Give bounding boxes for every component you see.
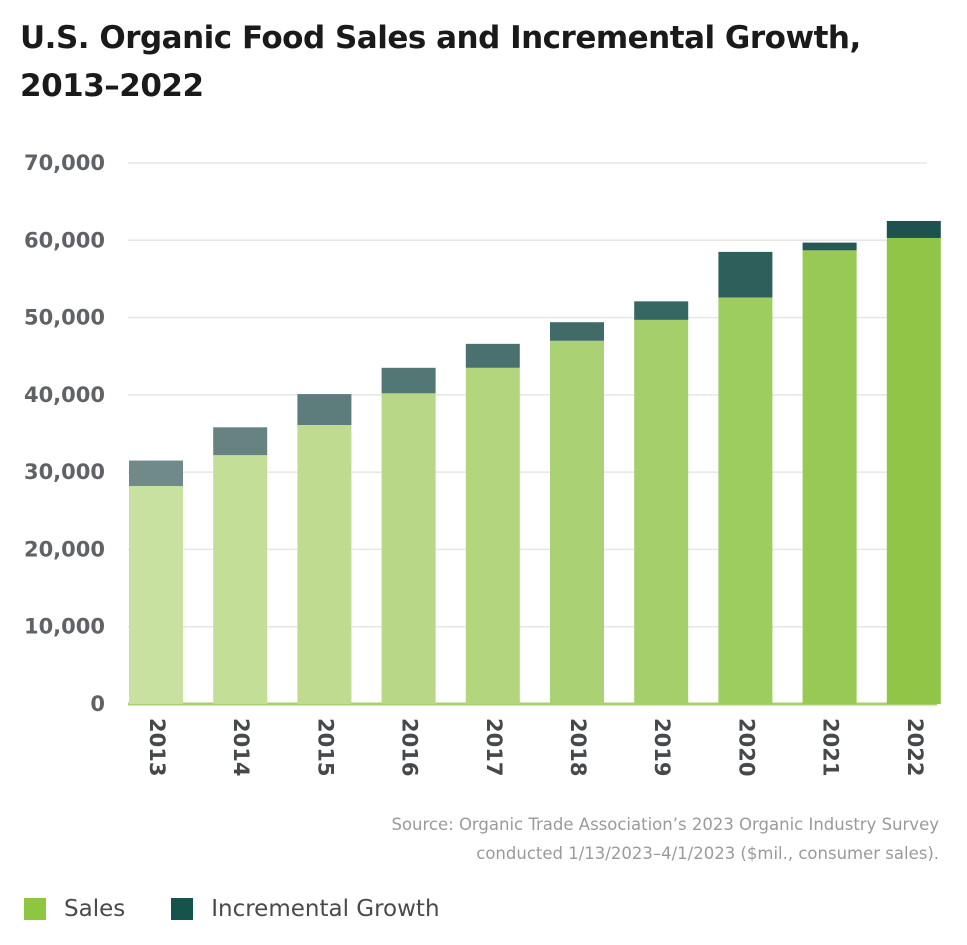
- legend: Sales Incremental Growth: [24, 896, 486, 922]
- chart-title-line-1: U.S. Organic Food Sales and Incremental …: [20, 20, 861, 56]
- x-tick-label-2013: 2013: [145, 718, 169, 776]
- x-tick-label-2022: 2022: [903, 718, 927, 776]
- x-tick-label-2014: 2014: [229, 718, 253, 776]
- bar-sales-2020: [718, 297, 773, 704]
- bar-sales-2021: [802, 250, 857, 704]
- bar-sales-2014: [213, 455, 268, 704]
- bar-sales-2017: [465, 367, 520, 704]
- bars: [129, 220, 941, 704]
- bar-growth-2017: [465, 343, 520, 368]
- bar-growth-2014: [213, 427, 268, 456]
- x-tick-label-2016: 2016: [398, 718, 422, 776]
- bar-sales-2013: [129, 486, 183, 704]
- x-tick-label-2015: 2015: [313, 718, 337, 776]
- bar-sales-2018: [550, 340, 604, 704]
- y-tick-label-2: 50,000: [24, 306, 105, 330]
- y-tick-label-1: 60,000: [24, 228, 105, 252]
- chart-title: U.S. Organic Food Sales and Incremental …: [20, 14, 920, 110]
- legend-label-sales: Sales: [64, 896, 126, 922]
- bar-sales-2016: [381, 393, 436, 704]
- source-line-1: Source: Organic Trade Association’s 2023…: [391, 815, 939, 834]
- y-axis-ticks: 70,000 60,000 50,000 40,000 30,000 20,000 10,0…: [24, 151, 105, 716]
- bar-growth-2013: [129, 460, 183, 487]
- bar-growth-2019: [634, 301, 689, 320]
- y-tick-label-5: 20,000: [24, 537, 105, 561]
- bar-growth-2015: [297, 394, 352, 425]
- bar-growth-2022: [886, 220, 941, 238]
- y-tick-label-7: 0: [90, 692, 105, 716]
- y-tick-label-4: 30,000: [24, 460, 105, 484]
- chart-title-line-2: 2013–2022: [20, 68, 204, 104]
- bar-sales-2019: [634, 319, 689, 704]
- bar-growth-2016: [381, 367, 436, 394]
- x-tick-label-2017: 2017: [482, 718, 506, 776]
- legend-item-sales: Sales: [24, 896, 125, 922]
- y-tick-label-3: 40,000: [24, 383, 105, 407]
- y-tick-label-0: 70,000: [24, 151, 105, 175]
- bar-sales-2015: [297, 424, 352, 704]
- legend-swatch-incremental-growth: [171, 898, 194, 920]
- x-tick-label-2019: 2019: [650, 718, 674, 776]
- source-line-2: conducted 1/13/2023–4/1/2023 ($mil., con…: [476, 844, 939, 863]
- bar-growth-2018: [550, 322, 604, 341]
- x-tick-label-2020: 2020: [734, 718, 758, 776]
- x-tick-label-2018: 2018: [566, 718, 590, 776]
- legend-label-incremental-growth: Incremental Growth: [211, 896, 440, 922]
- stacked-bar-chart: 70,000 60,000 50,000 40,000 30,000 20,000 10,0…: [24, 151, 941, 776]
- legend-swatch-sales: [24, 898, 46, 920]
- x-axis-ticks: 2013 2014 2015 2016 2017 2018 2019 2020 2021 2022: [145, 718, 927, 776]
- y-tick-label-6: 10,000: [24, 615, 105, 639]
- bar-sales-2022: [886, 237, 941, 704]
- bar-growth-2020: [718, 251, 773, 298]
- source-note: Source: Organic Trade Association’s 2023…: [391, 810, 939, 868]
- x-tick-label-2021: 2021: [819, 718, 843, 776]
- bar-growth-2021: [802, 242, 857, 251]
- legend-item-incremental-growth: Incremental Growth: [171, 896, 440, 922]
